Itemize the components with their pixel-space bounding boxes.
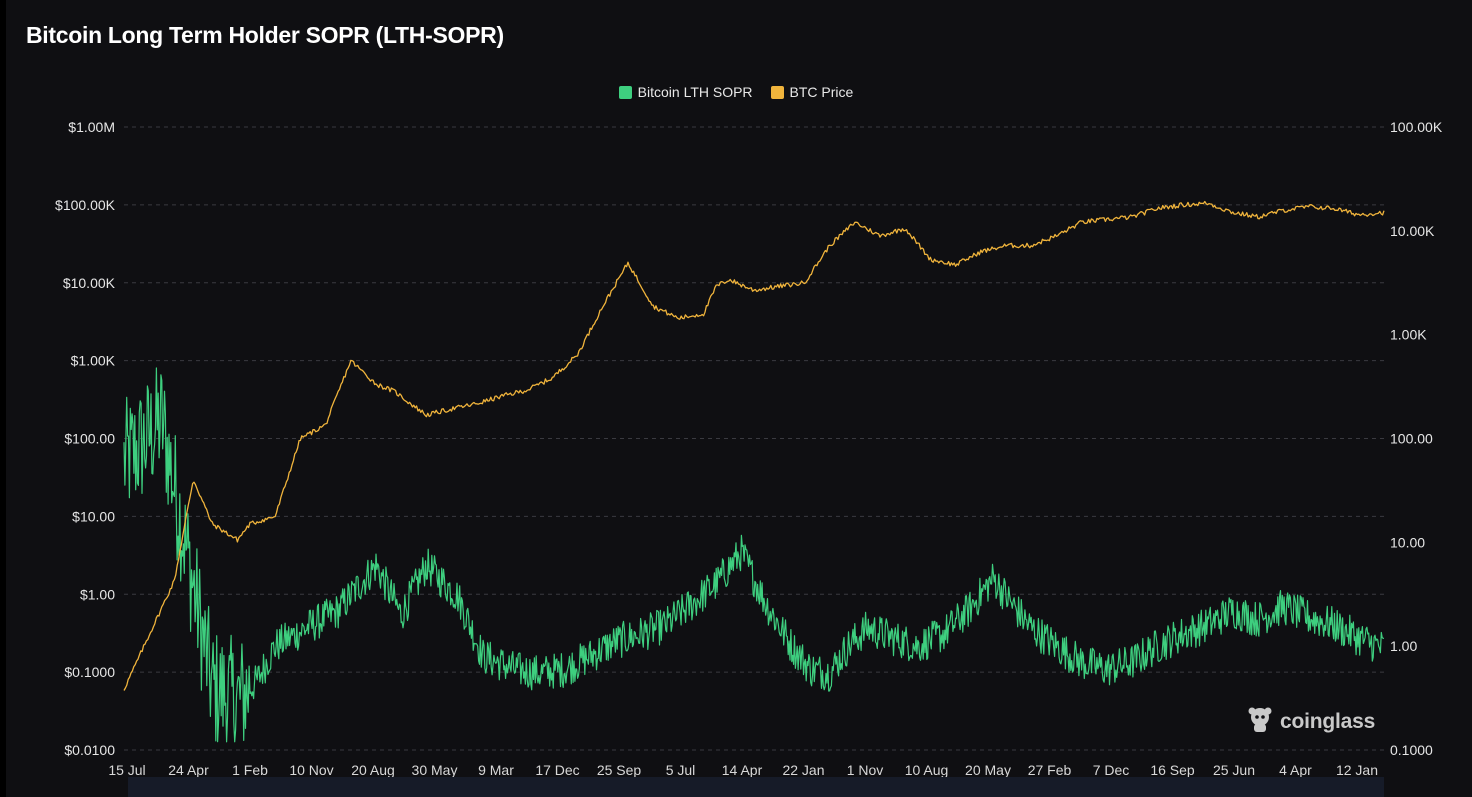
x-tick-label: 25 Sep: [597, 762, 642, 778]
y-left-tick-label: $100.00K: [55, 197, 116, 213]
x-tick-label: 16 Sep: [1150, 762, 1195, 778]
legend-label-sopr: Bitcoin LTH SOPR: [637, 84, 753, 100]
legend: Bitcoin LTH SOPR BTC Price: [0, 84, 1472, 100]
x-ticks: 15 Jul 24 Apr 1 Feb 10 Nov 20 Aug 30 May 9 Mar…: [108, 762, 1378, 778]
y-left-tick-label: $0.1000: [64, 664, 115, 680]
legend-swatch-sopr: [618, 85, 632, 99]
grid-lines: [124, 126, 1384, 751]
y-left-tick-label: $100.00: [64, 431, 115, 447]
x-tick-label: 1 Feb: [232, 762, 268, 778]
legend-item-price[interactable]: BTC Price: [770, 84, 854, 100]
x-tick-label: 17 Dec: [535, 762, 579, 778]
x-tick-label: 4 Apr: [1279, 762, 1312, 778]
y-left-tick-label: $1.00M: [68, 119, 115, 135]
y-right-tick-label: 0.1000: [1390, 742, 1433, 758]
x-tick-label: 24 Apr: [168, 762, 209, 778]
y-right-tick-label: 1.00K: [1390, 327, 1427, 343]
page-title: Bitcoin Long Term Holder SOPR (LTH-SOPR): [26, 22, 504, 48]
x-tick-label: 14 Apr: [722, 762, 763, 778]
legend-swatch-price: [770, 85, 784, 99]
x-tick-label: 5 Jul: [666, 762, 696, 778]
x-tick-label: 15 Jul: [108, 762, 145, 778]
x-tick-label: 10 Aug: [905, 762, 949, 778]
y-left-tick-label: $10.00K: [63, 275, 116, 291]
legend-label-price: BTC Price: [789, 84, 854, 100]
watermark: coinglass: [1246, 704, 1375, 740]
range-scrollbar[interactable]: [128, 777, 1384, 797]
coinglass-logo-icon: [1246, 704, 1274, 740]
y-left-tick-label: $10.00: [72, 508, 115, 524]
series-layer: [123, 200, 1385, 743]
y-left-tick-label: $1.00: [80, 586, 115, 602]
y-right-ticks: 100.00K 10.00K 1.00K 100.00 10.00 1.00 0.1000: [1390, 119, 1443, 758]
y-right-tick-label: 10.00: [1390, 534, 1425, 550]
left-edge: [0, 0, 6, 797]
y-right-tick-label: 100.00K: [1390, 119, 1443, 135]
x-tick-label: 9 Mar: [478, 762, 514, 778]
legend-item-sopr[interactable]: Bitcoin LTH SOPR: [618, 84, 753, 100]
y-left-tick-label: $0.0100: [64, 742, 115, 758]
x-tick-label: 30 May: [412, 762, 458, 778]
y-right-tick-label: 1.00: [1390, 638, 1417, 654]
series-line-sopr: [123, 367, 1385, 743]
x-tick-label: 25 Jun: [1213, 762, 1255, 778]
x-tick-label: 27 Feb: [1028, 762, 1072, 778]
x-tick-label: 20 Aug: [351, 762, 395, 778]
x-tick-label: 7 Dec: [1093, 762, 1130, 778]
watermark-text: coinglass: [1280, 710, 1376, 733]
x-tick-label: 10 Nov: [289, 762, 333, 778]
y-right-tick-label: 10.00K: [1390, 223, 1435, 239]
x-tick-label: 20 May: [965, 762, 1011, 778]
x-tick-label: 22 Jan: [782, 762, 824, 778]
series-line-price: [123, 200, 1385, 691]
y-right-tick-label: 100.00: [1390, 431, 1433, 447]
y-left-ticks: $1.00M $100.00K $10.00K $1.00K $100.00 $10.00…: [55, 119, 116, 758]
y-left-tick-label: $1.00K: [71, 353, 116, 369]
x-tick-label: 1 Nov: [847, 762, 884, 778]
x-tick-label: 12 Jan: [1336, 762, 1378, 778]
